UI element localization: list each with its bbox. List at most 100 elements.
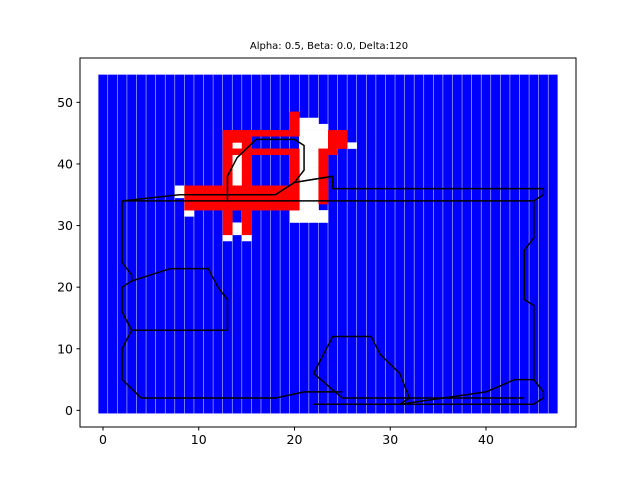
unknown-cell — [308, 173, 319, 180]
unknown-cell — [232, 179, 243, 186]
unknown-cell — [318, 123, 329, 131]
path-line — [226, 138, 333, 201]
occupied-cell — [318, 191, 329, 199]
y-tick-label: 40 — [57, 156, 73, 171]
occupied-cell — [222, 142, 233, 149]
occupied-cell — [289, 185, 300, 192]
y-tick-label: 20 — [57, 280, 73, 295]
path-line — [313, 372, 525, 399]
occupied-cell — [213, 203, 223, 211]
occupied-cell — [289, 148, 300, 156]
occupied-cell — [222, 130, 233, 137]
occupied-cell — [241, 130, 252, 137]
x-tick-label: 40 — [478, 432, 494, 447]
occupied-cell — [318, 185, 329, 192]
occupied-cell — [241, 160, 252, 168]
occupied-cell — [222, 216, 233, 223]
occupied-cell — [260, 185, 271, 192]
unknown-cell — [308, 203, 319, 211]
occupied-cell — [241, 167, 252, 174]
occupied-cell — [241, 179, 252, 186]
occupied-cell — [222, 148, 233, 156]
occupied-cell — [328, 136, 338, 143]
occupied-cell — [241, 228, 252, 236]
unknown-cell — [308, 154, 319, 162]
y-tick-label: 10 — [57, 341, 73, 356]
unknown-cell — [289, 210, 300, 217]
axes-frame — [79, 57, 577, 428]
unknown-cell — [308, 130, 319, 137]
occupied-cell — [280, 203, 290, 211]
occupied-cell — [289, 203, 300, 211]
occupied-cell — [184, 185, 195, 192]
occupied-cell — [289, 173, 300, 180]
occupied-cell — [289, 191, 300, 199]
occupied-cell — [318, 167, 329, 174]
occupied-cell — [232, 185, 243, 192]
occupied-cell — [241, 148, 252, 156]
unknown-cell — [308, 142, 319, 149]
occupied-cell — [337, 136, 348, 143]
x-tick-label: 20 — [287, 432, 303, 447]
occupied-cell — [318, 154, 329, 162]
occupied-cell — [289, 117, 300, 125]
unknown-cell — [318, 130, 329, 137]
occupied-cell — [232, 136, 243, 143]
unknown-cell — [308, 117, 319, 125]
unknown-cell — [299, 185, 310, 192]
unknown-cell — [308, 167, 319, 174]
occupied-cell — [328, 130, 338, 137]
unknown-cell — [174, 185, 185, 192]
unknown-cell — [308, 185, 319, 192]
chart-title: Alpha: 0.5, Beta: 0.0, Delta:120 — [250, 41, 408, 52]
occupied-cell — [251, 185, 262, 192]
y-axis: 0 10 20 30 40 50 — [57, 95, 80, 418]
path-line — [312, 335, 534, 405]
occupied-cell — [251, 130, 262, 137]
occupied-cell — [289, 167, 300, 174]
occupied-cell — [270, 203, 281, 211]
occupied-cell — [280, 191, 290, 199]
occupied-cell — [280, 130, 290, 137]
occupied-cell — [222, 222, 233, 229]
occupied-cell — [241, 136, 252, 143]
unknown-cell — [232, 167, 243, 174]
unknown-cell — [299, 117, 310, 125]
x-axis: 0 10 20 30 40 — [99, 427, 494, 447]
occupied-cell — [289, 160, 300, 168]
unknown-cell — [347, 142, 358, 149]
occupied-cell — [270, 130, 281, 137]
path-line — [121, 267, 229, 332]
path-layer — [121, 138, 545, 405]
unknown-cell — [299, 210, 310, 217]
path-line — [121, 200, 343, 399]
occupied-cell — [260, 130, 271, 137]
unknown-cell — [289, 216, 300, 223]
occupied-cell — [241, 142, 252, 149]
occupied-cell — [270, 185, 281, 192]
occupied-cell — [328, 148, 338, 156]
x-tick-label: 10 — [191, 432, 207, 447]
unknown-cell — [308, 179, 319, 186]
occupied-cell — [222, 210, 233, 217]
occupied-cell — [241, 185, 252, 192]
unknown-cell — [232, 142, 243, 149]
occupied-cell — [289, 130, 300, 137]
occupied-cell — [289, 123, 300, 131]
occupied-cell — [270, 148, 281, 156]
unknown-cell — [232, 222, 243, 229]
occupied-cell — [241, 154, 252, 162]
occupied-cell — [337, 142, 348, 149]
unknown-cell — [299, 136, 310, 143]
occupied-cell — [337, 130, 348, 137]
y-tick-label: 0 — [65, 403, 73, 418]
occupied-cell — [241, 216, 252, 223]
occupied-cell — [213, 185, 223, 192]
unknown-cell — [318, 142, 329, 149]
occupied-cell — [184, 203, 195, 211]
occupied-cell — [222, 154, 233, 162]
unknown-cell — [241, 234, 252, 242]
x-tick-label: 30 — [382, 432, 398, 447]
